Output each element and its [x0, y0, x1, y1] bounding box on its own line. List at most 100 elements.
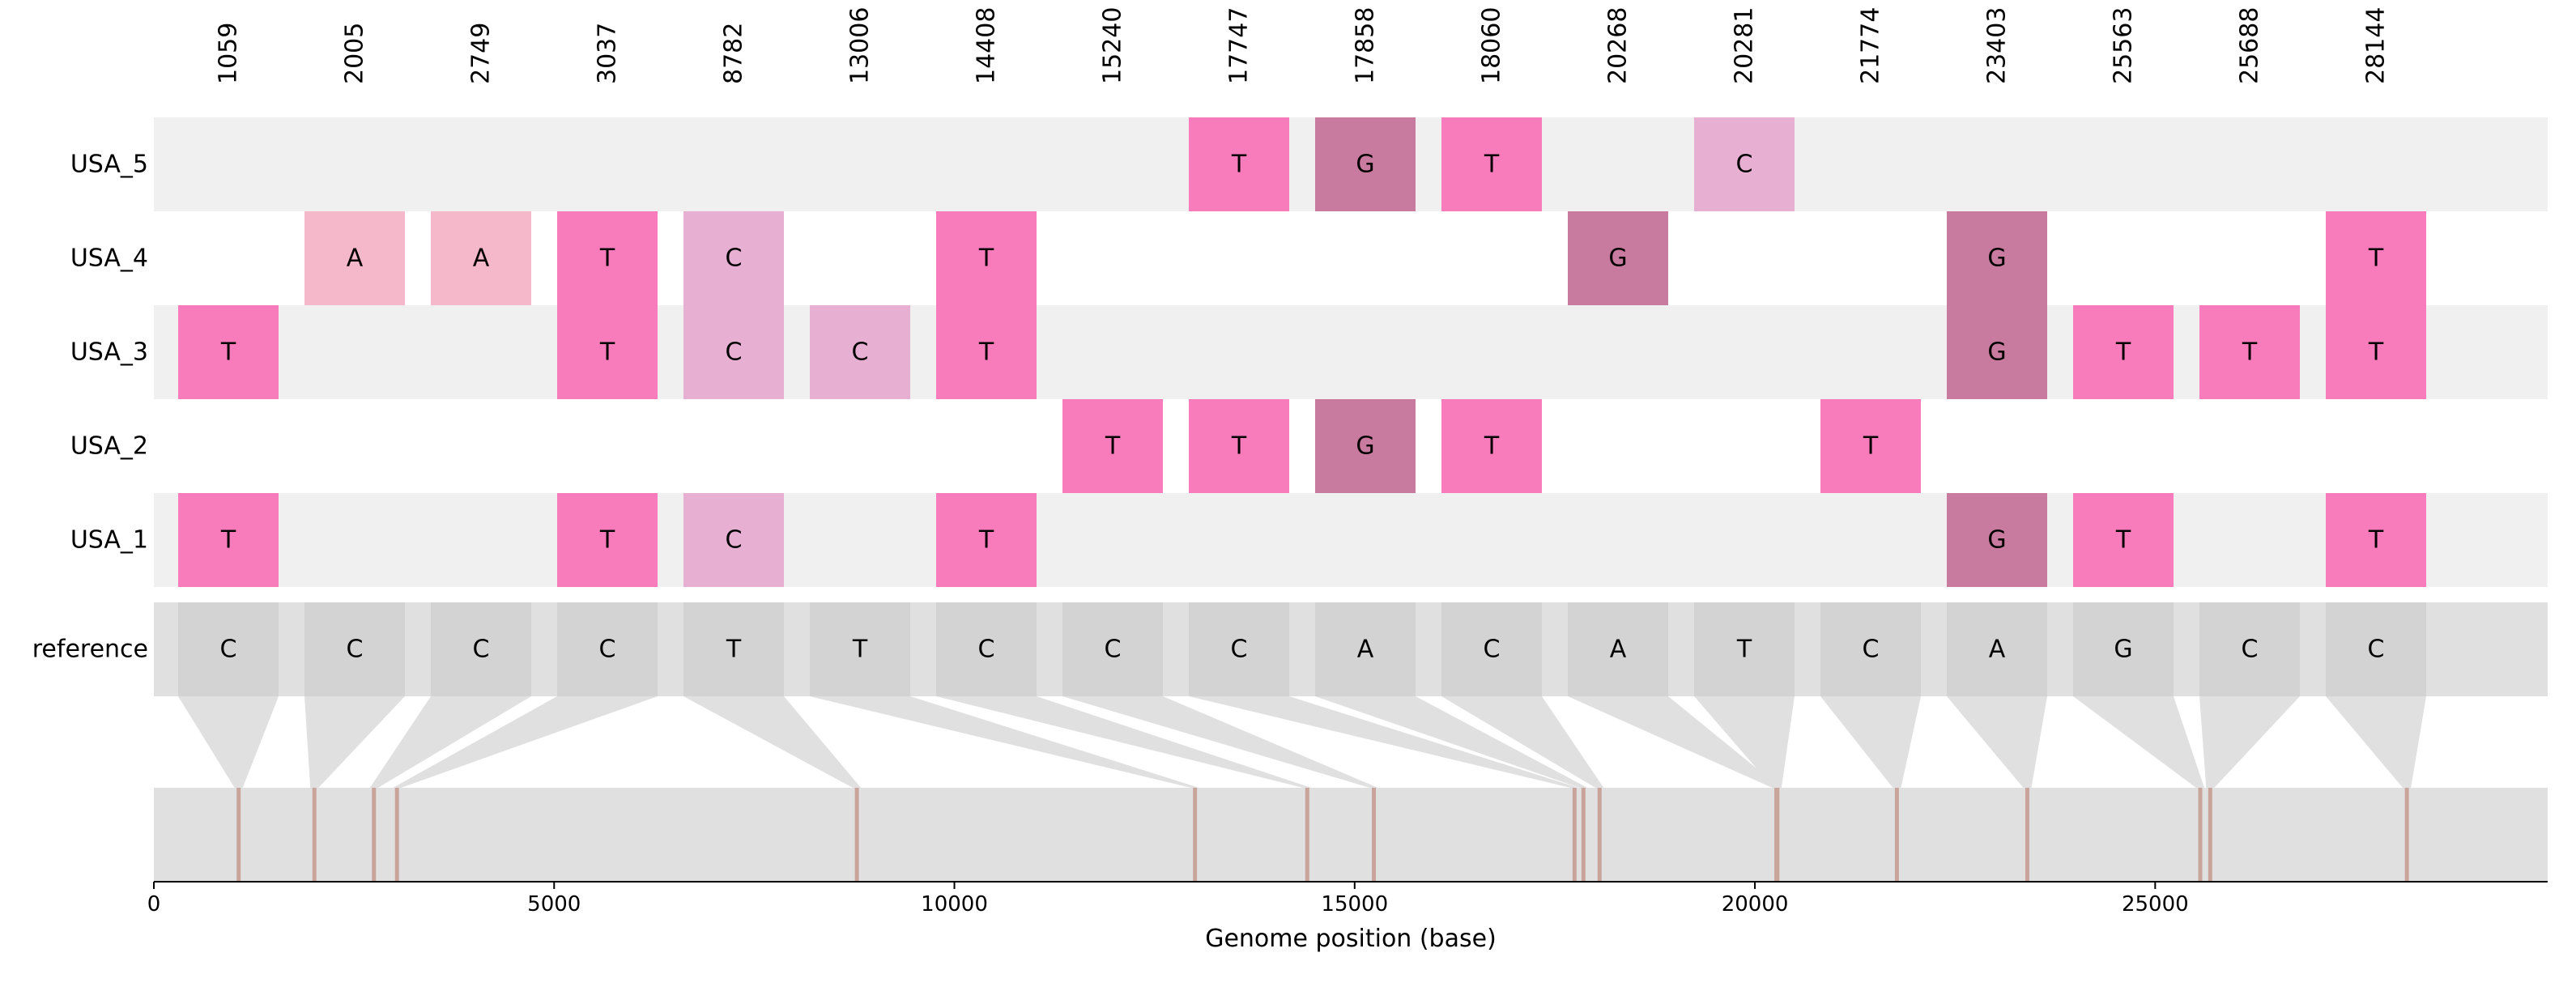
x-tick-label: 15000 [1321, 892, 1388, 917]
variant-base-label: C [726, 526, 743, 555]
variant-cell [1947, 493, 2047, 587]
variant-base-label: T [2368, 338, 2384, 367]
position-label: 18060 [1478, 7, 1506, 84]
x-axis: Genome position (base) 0 5000 10000 15000 20… [147, 881, 2548, 953]
variant-cell [1568, 211, 1668, 305]
position-label: 13006 [846, 7, 875, 84]
position-connector [1947, 696, 2047, 788]
position-connector [683, 696, 862, 788]
reference-base-label: T [852, 636, 868, 664]
variant-base-label: C [726, 245, 743, 273]
position-label: 3037 [594, 23, 622, 84]
variant-cell [1062, 399, 1163, 493]
variant-cell [304, 211, 405, 305]
position-connector [178, 696, 279, 788]
variant-cell [2326, 305, 2426, 399]
position-label: 17747 [1225, 7, 1254, 84]
reference-base-label: A [1357, 636, 1374, 664]
position-connector [393, 696, 658, 788]
variant-cell [2326, 211, 2426, 305]
reference-cell [1062, 602, 1163, 696]
reference-cell [431, 602, 531, 696]
variant-base-label: G [1987, 526, 2006, 555]
position-connector [2073, 696, 2204, 788]
variant-base-label: T [1231, 151, 1247, 179]
position-connector [369, 696, 531, 788]
reference-base-label: C [347, 636, 364, 664]
position-label: 25688 [2236, 7, 2264, 84]
variant-cell [178, 493, 279, 587]
reference-cell [2199, 602, 2300, 696]
variant-cell [2073, 493, 2174, 587]
variant-cell [2326, 493, 2426, 587]
reference-cell [810, 602, 910, 696]
variant-cell [683, 211, 784, 305]
variant-cell [557, 493, 658, 587]
row-label: USA_2 [70, 432, 148, 461]
x-tick-label: 20000 [1722, 892, 1789, 917]
position-connector [936, 696, 1312, 788]
reference-cell [683, 602, 784, 696]
reference-cell [1694, 602, 1795, 696]
variant-cell [683, 493, 784, 587]
variant-cell [936, 305, 1037, 399]
genome-bar-background [154, 788, 2548, 882]
reference-base-label: C [978, 636, 995, 664]
variant-base-label: C [852, 338, 869, 367]
variant-cell [810, 305, 910, 399]
reference-cell [1568, 602, 1668, 696]
x-tick-label: 10000 [921, 892, 988, 917]
position-connector [1315, 696, 1588, 788]
variant-cell [1189, 399, 1289, 493]
x-tick-label: 0 [147, 892, 161, 917]
position-label: 20268 [1604, 7, 1633, 84]
variant-cell [1947, 211, 2047, 305]
variant-base-label: T [599, 245, 615, 273]
variant-cell [1315, 117, 1416, 211]
reference-base-label: C [1105, 636, 1122, 664]
reference-base-label: G [2114, 636, 2132, 664]
variant-base-label: T [599, 526, 615, 555]
variant-base-label: G [1987, 245, 2006, 273]
position-label: 20281 [1731, 7, 1759, 84]
variant-base-label: T [978, 245, 994, 273]
position-connector [1441, 696, 1604, 788]
position-connector [1062, 696, 1378, 788]
position-label: 25563 [2110, 7, 2138, 84]
reference-cell [2073, 602, 2174, 696]
variant-base-label: T [2368, 245, 2384, 273]
reference-cell [178, 602, 279, 696]
reference-base-label: C [220, 636, 237, 664]
variant-base-label: G [1987, 338, 2006, 367]
reference-base-label: C [599, 636, 616, 664]
variant-base-label: C [726, 338, 743, 367]
row-band [154, 493, 2548, 587]
variant-cell [1947, 305, 2047, 399]
variant-cell [1441, 117, 1542, 211]
reference-label: reference [32, 636, 148, 664]
reference-cell [557, 602, 658, 696]
variant-cells: T G T C A A T C T G G T T T C C T G T T T T T G T T T T C T G T T C C C C T T C… [178, 117, 2426, 696]
row-labels: USA_5 USA_4 USA_3 USA_2 USA_1 reference [32, 151, 148, 664]
variant-base-label: T [1484, 432, 1500, 461]
variant-base-label: T [2115, 338, 2131, 367]
reference-cell [1441, 602, 1542, 696]
reference-cell [936, 602, 1037, 696]
position-label: 28144 [2362, 7, 2391, 84]
row-label: USA_4 [70, 245, 148, 273]
reference-base-label: C [1231, 636, 1248, 664]
row-label: USA_3 [70, 338, 148, 367]
position-connector [1189, 696, 1579, 788]
reference-base-label: C [1863, 636, 1880, 664]
variant-cell [1315, 399, 1416, 493]
x-axis-label: Genome position (base) [1205, 925, 1497, 953]
variant-base-label: G [1356, 432, 1374, 461]
reference-base-label: C [2242, 636, 2259, 664]
variant-cell [1189, 117, 1289, 211]
x-tick-label: 5000 [527, 892, 581, 917]
reference-cell [2326, 602, 2426, 696]
variant-base-label: T [2242, 338, 2258, 367]
variant-base-label: G [1608, 245, 1627, 273]
reference-base-label: T [726, 636, 742, 664]
row-label: USA_1 [70, 526, 148, 555]
